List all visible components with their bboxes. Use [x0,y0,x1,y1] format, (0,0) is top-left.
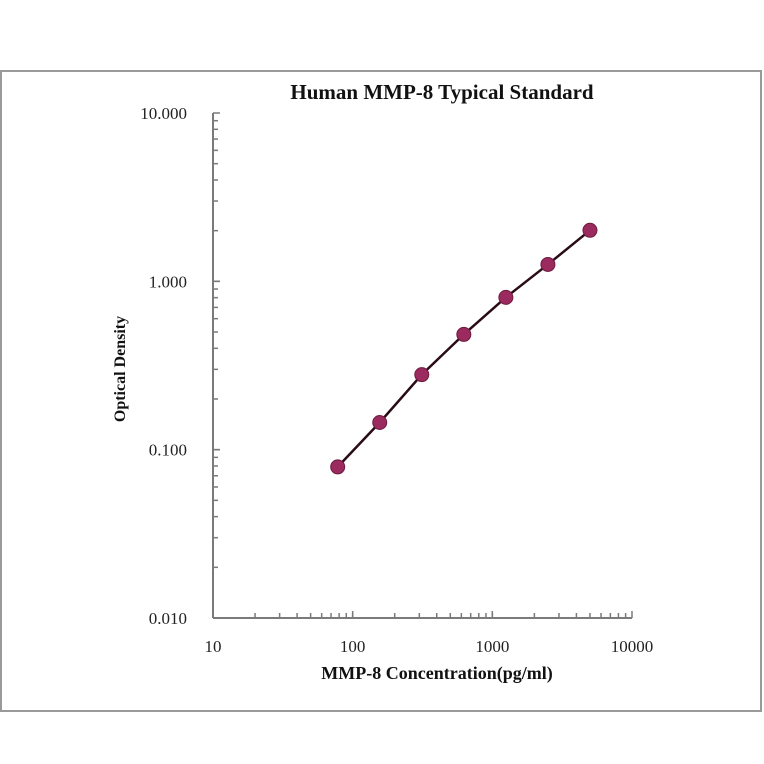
y-tick-label: 10.000 [140,104,187,123]
y-tick-labels: 10.000 1.000 0.100 0.010 [140,104,187,628]
data-point [414,367,430,383]
data-point [540,256,556,272]
y-tick-label: 0.100 [149,441,187,460]
y-tick-label: 1.000 [149,272,187,291]
data-point [582,222,598,238]
chart-frame [0,70,762,712]
data-point [330,459,346,475]
data-point [456,326,472,342]
x-tick-label: 1000 [475,637,509,656]
x-tick-labels: 10 100 1000 10000 [205,637,654,656]
x-tick-label: 100 [340,637,366,656]
data-series [330,222,598,475]
data-point [498,289,514,305]
axes [212,112,633,619]
y-tick-label: 0.010 [149,609,187,628]
data-point [372,415,388,431]
chart-title: Human MMP-8 Typical Standard [290,80,594,104]
x-tick-label: 10 [205,637,222,656]
x-tick-label: 10000 [611,637,654,656]
x-axis-label: MMP-8 Concentration(pg/ml) [321,663,553,683]
